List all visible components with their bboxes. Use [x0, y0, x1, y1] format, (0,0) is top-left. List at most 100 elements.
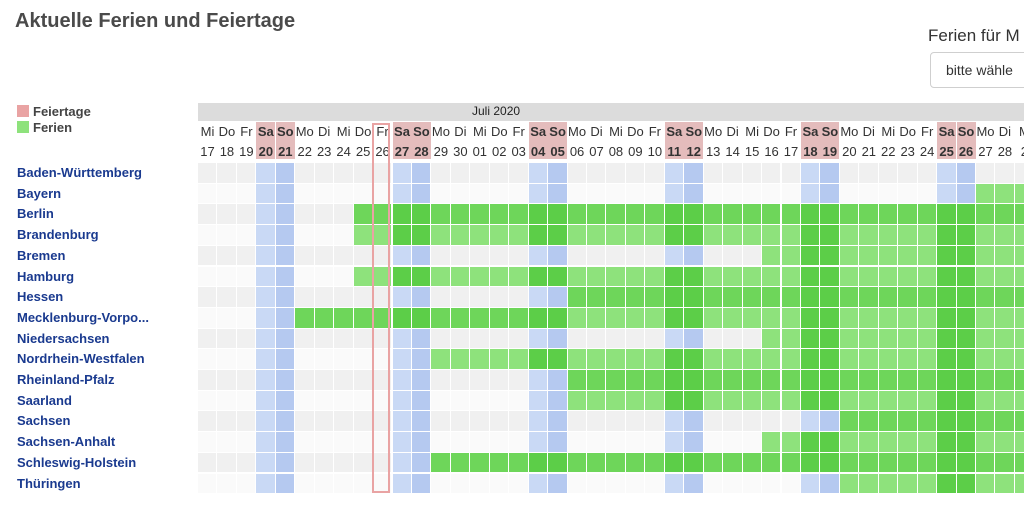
calendar-cell — [820, 183, 840, 204]
calendar-cell — [723, 432, 743, 452]
state-label[interactable]: Brandenburg — [17, 227, 99, 243]
state-label[interactable]: Nordrhein-Westfalen — [17, 351, 145, 367]
state-label[interactable]: Baden-Württemberg — [17, 165, 142, 180]
state-label[interactable]: Rheinland-Pfalz — [17, 372, 115, 387]
calendar-cell — [762, 452, 782, 473]
calendar-cell — [450, 307, 471, 328]
calendar-cell — [1014, 473, 1024, 494]
calendar-cell — [217, 370, 237, 390]
calendar-cell — [956, 204, 976, 225]
day-name: Mo — [431, 124, 450, 139]
calendar-cell — [645, 328, 665, 349]
state-label[interactable]: Sachsen — [17, 413, 71, 429]
calendar-cell — [314, 432, 335, 452]
calendar-cell — [781, 183, 801, 204]
calendar-cell — [275, 225, 296, 245]
state-label[interactable]: Sachsen-Anhalt — [17, 434, 116, 450]
calendar-cell — [859, 266, 879, 287]
calendar-cell — [859, 473, 879, 494]
calendar-cell — [684, 411, 704, 432]
calendar-cell — [878, 452, 899, 473]
state-label[interactable]: Schleswig-Holstein — [17, 454, 137, 470]
calendar-cell — [198, 287, 218, 307]
calendar-cell — [878, 204, 899, 225]
calendar-cell — [392, 411, 412, 432]
calendar-cell — [587, 245, 607, 266]
calendar-cell — [217, 411, 237, 432]
state-selector[interactable]: bitte wähle — [930, 52, 1024, 88]
calendar-cell — [976, 307, 996, 328]
calendar-cell — [509, 349, 529, 369]
calendar-cell — [742, 245, 763, 266]
calendar-cell — [567, 328, 587, 349]
day-name: So — [549, 124, 566, 139]
calendar-cell — [353, 245, 374, 266]
calendar-cell — [723, 307, 743, 328]
calendar-cell — [800, 287, 821, 307]
calendar-cell — [956, 390, 976, 411]
day-number: 25 — [355, 144, 371, 159]
state-label[interactable]: Hessen — [17, 289, 64, 305]
day-number: 28 — [414, 144, 429, 159]
calendar-cell — [217, 183, 237, 204]
state-label[interactable]: Berlin — [17, 206, 54, 222]
state-label[interactable]: Mecklenburg-Vorpo... — [17, 309, 149, 325]
calendar-cell — [976, 390, 996, 411]
calendar-cell — [198, 473, 218, 494]
calendar-cell — [742, 452, 763, 473]
calendar-cell — [470, 370, 490, 390]
state-label[interactable]: Thüringen — [17, 475, 81, 491]
calendar-cell — [392, 204, 412, 225]
state-label[interactable]: Saarland — [17, 392, 72, 408]
calendar-cell — [411, 390, 432, 411]
calendar-cell — [392, 287, 412, 307]
calendar-cell — [353, 266, 374, 287]
calendar-cell — [781, 411, 801, 432]
calendar-cell — [470, 349, 490, 369]
calendar-cell — [781, 370, 801, 390]
calendar-cell — [314, 411, 335, 432]
calendar-cell — [489, 328, 510, 349]
calendar-cell — [664, 163, 685, 183]
calendar-cell — [528, 204, 549, 225]
calendar-cell — [625, 225, 646, 245]
calendar-cell — [937, 266, 957, 287]
calendar-cell — [703, 245, 724, 266]
state-label[interactable]: Hamburg — [17, 268, 75, 284]
calendar-cell — [450, 432, 471, 452]
calendar-cell — [295, 370, 315, 390]
calendar-cell — [878, 266, 899, 287]
calendar-cell — [625, 307, 646, 328]
calendar-cell — [684, 370, 704, 390]
calendar-cell — [275, 245, 296, 266]
day-number: 14 — [725, 144, 740, 159]
calendar-cell — [567, 370, 587, 390]
calendar-cell — [684, 183, 704, 204]
calendar-cell — [839, 390, 860, 411]
calendar-cell — [528, 287, 549, 307]
calendar-cell — [723, 266, 743, 287]
state-label[interactable]: Bremen — [17, 247, 66, 263]
state-label[interactable]: Bayern — [17, 185, 62, 201]
calendar-cell — [839, 287, 860, 307]
calendar-cell — [314, 307, 335, 328]
day-name: Do — [627, 124, 644, 139]
state-label[interactable]: Niedersachsen — [17, 330, 110, 346]
calendar-cell — [528, 411, 549, 432]
calendar-cell — [509, 225, 529, 245]
calendar-cell — [820, 163, 840, 183]
calendar-cell — [995, 163, 1015, 183]
day-name: Fr — [376, 124, 389, 139]
calendar-cell — [917, 183, 938, 204]
calendar-cell — [392, 432, 412, 452]
calendar-cell — [878, 287, 899, 307]
calendar-cell — [353, 307, 374, 328]
calendar-cell — [489, 163, 510, 183]
calendar-cell — [995, 245, 1015, 266]
calendar-cell — [742, 349, 763, 369]
calendar-cell — [314, 328, 335, 349]
calendar-cell — [995, 452, 1015, 473]
calendar-cell — [625, 266, 646, 287]
calendar-cell — [684, 307, 704, 328]
calendar-cell — [528, 370, 549, 390]
